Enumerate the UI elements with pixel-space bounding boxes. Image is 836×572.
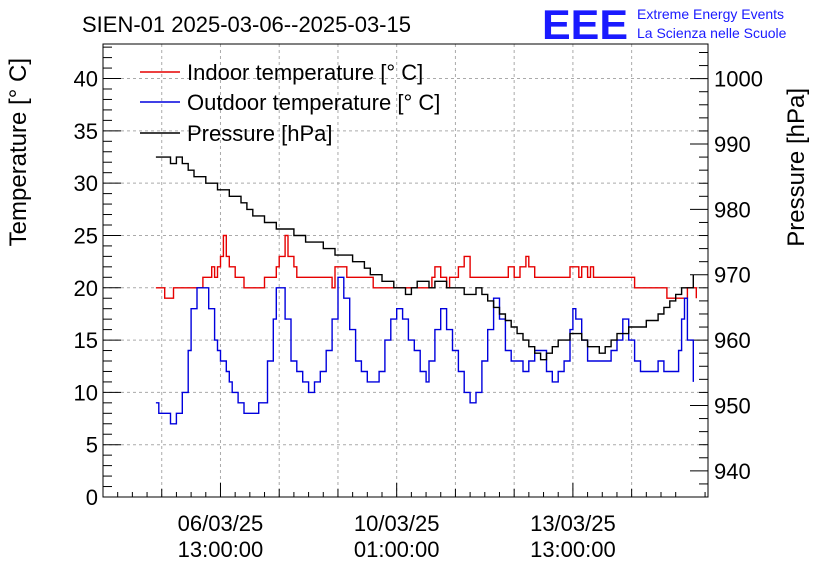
outdoor-temperature-line	[155, 276, 694, 425]
left-tick-label: 15	[74, 328, 98, 353]
logo-line-1: Extreme Energy Events	[637, 6, 784, 22]
x-tick-label-date: 10/03/25	[354, 511, 440, 536]
left-tick-label: 40	[74, 67, 98, 92]
right-tick-label: 950	[714, 393, 751, 418]
right-tick-label: 1000	[714, 67, 763, 92]
x-tick-label-date: 13/03/25	[530, 511, 616, 536]
y-axis-left-label: Temperature [° C]	[5, 58, 32, 246]
left-tick-label: 10	[74, 380, 98, 405]
left-axis: 0 5 10 15 20 25 30 35 40	[74, 46, 121, 510]
logo-line-2: La Scienza nelle Scuole	[637, 25, 787, 41]
indoor-temperature-line	[155, 234, 697, 299]
x-axis: 06/03/2513:00:0010/03/2501:00:0013/03/25…	[117, 483, 706, 562]
left-tick-label: 30	[74, 171, 98, 196]
x-tick-label-time: 01:00:00	[354, 537, 440, 562]
legend-label-indoor: Indoor temperature [° C]	[187, 60, 423, 85]
right-tick-label: 940	[714, 459, 751, 484]
legend-label-outdoor: Outdoor temperature [° C]	[187, 90, 440, 115]
left-tick-label: 25	[74, 223, 98, 248]
right-tick-label: 990	[714, 132, 751, 157]
right-tick-label: 970	[714, 263, 751, 288]
chart-title: SIEN-01 2025-03-06--2025-03-15	[82, 12, 411, 37]
left-tick-label: 0	[86, 485, 98, 510]
x-tick-label-time: 13:00:00	[530, 537, 616, 562]
left-tick-label: 35	[74, 119, 98, 144]
right-axis: 940 950 960 970 980 990 1000	[690, 51, 763, 498]
pressure-line	[155, 156, 694, 361]
x-tick-label-date: 06/03/25	[178, 511, 264, 536]
legend: Indoor temperature [° C] Outdoor tempera…	[140, 60, 440, 146]
eee-logo: EEE Extreme Energy Events La Scienza nel…	[542, 1, 787, 48]
series-layer	[155, 156, 697, 425]
logo-mark: EEE	[542, 1, 628, 48]
right-tick-label: 980	[714, 197, 751, 222]
left-tick-label: 5	[86, 433, 98, 458]
right-tick-label: 960	[714, 328, 751, 353]
y-axis-right-label: Pressure [hPa]	[783, 88, 810, 247]
left-tick-label: 20	[74, 276, 98, 301]
x-tick-label-time: 13:00:00	[178, 537, 264, 562]
plot-frame	[102, 43, 709, 498]
legend-label-pressure: Pressure [hPa]	[187, 121, 333, 146]
